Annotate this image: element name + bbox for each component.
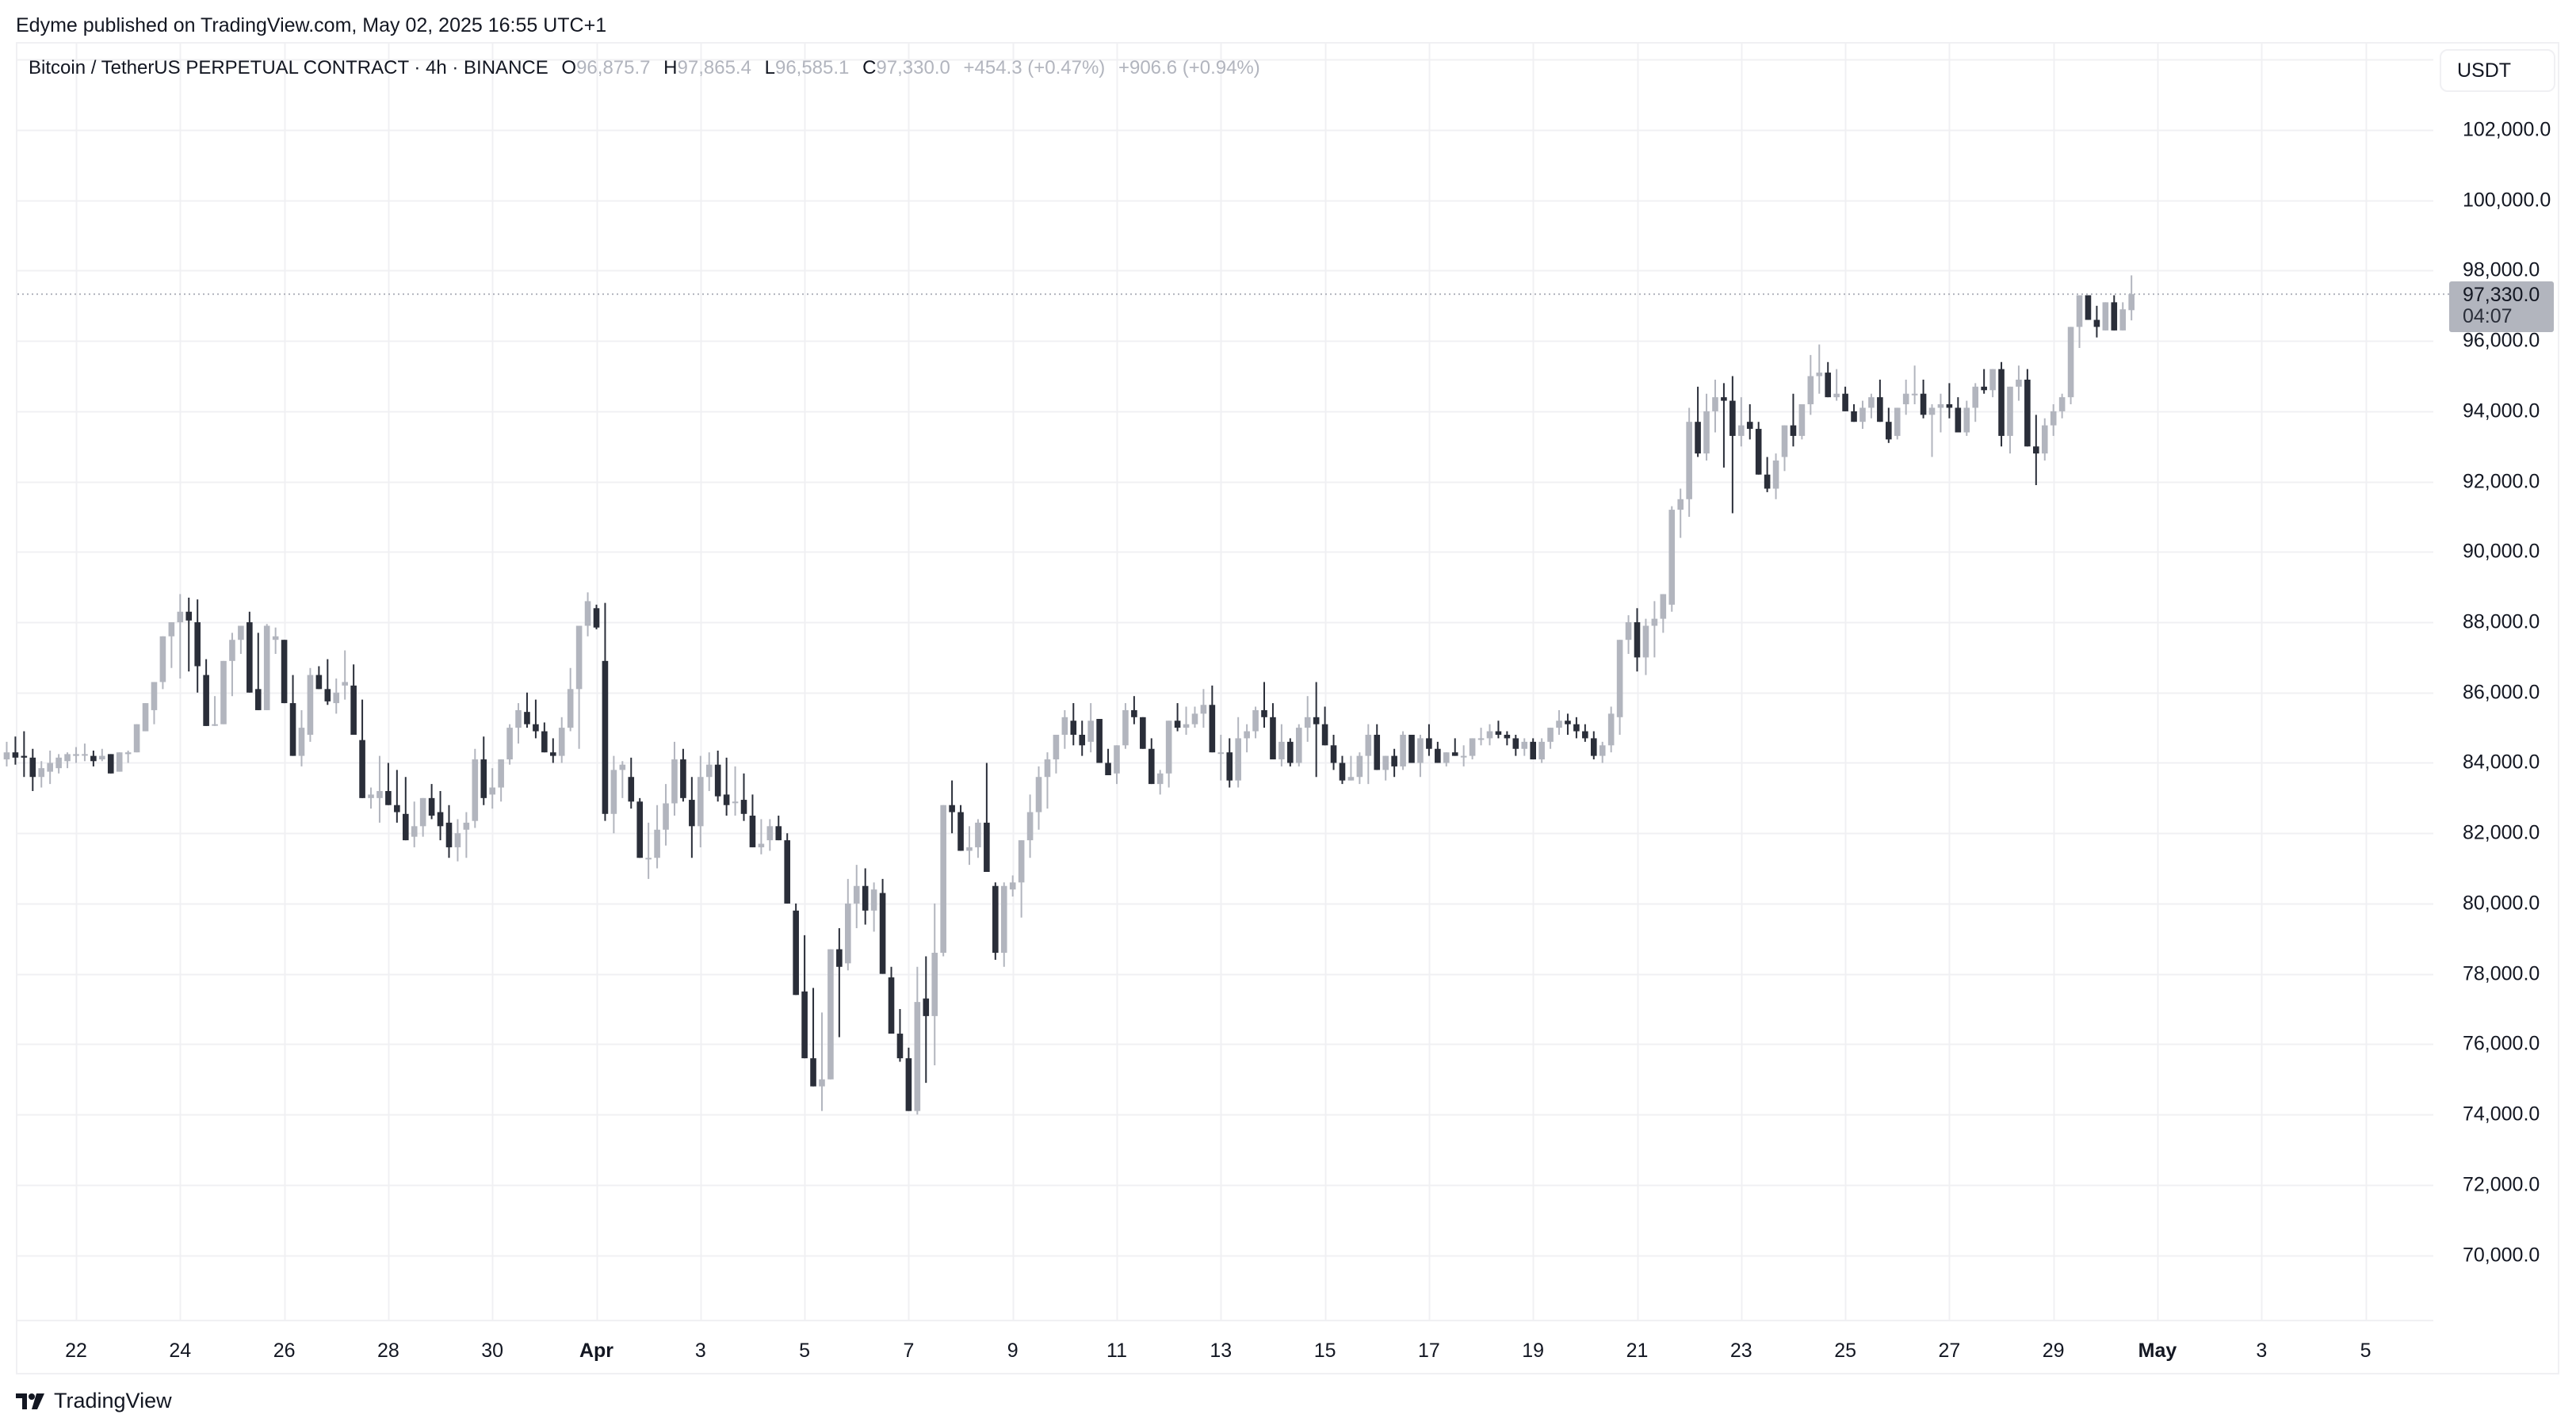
time-tick-label: 21 — [1626, 1340, 1649, 1362]
candles — [3, 275, 2135, 1115]
time-tick-label: 30 — [481, 1340, 504, 1362]
time-tick-label: 5 — [799, 1340, 811, 1362]
high-label: H — [663, 57, 678, 78]
close-label: C — [862, 57, 877, 78]
price-tick-label: 84,000.0 — [2463, 751, 2540, 774]
time-tick-label: 19 — [1522, 1340, 1545, 1362]
price-tick-label: 80,000.0 — [2463, 892, 2540, 915]
high-value: 97,865.4 — [677, 57, 751, 78]
time-tick-label: May — [2138, 1340, 2177, 1362]
published-info: Edyme published on TradingView.com, May … — [16, 14, 607, 36]
price-tick-label: 72,000.0 — [2463, 1173, 2540, 1196]
price-tick-label: 94,000.0 — [2463, 399, 2540, 422]
symbol-legend: Bitcoin / TetherUS PERPETUAL CONTRACT · … — [29, 57, 1260, 79]
price-tick-label: 70,000.0 — [2463, 1244, 2540, 1267]
price-tick-label: 90,000.0 — [2463, 540, 2540, 563]
symbol-title[interactable]: Bitcoin / TetherUS PERPETUAL CONTRACT · … — [29, 57, 548, 78]
time-tick-label: 7 — [903, 1340, 915, 1362]
change-value: +454.3 (+0.47%) — [963, 57, 1106, 78]
chart-frame — [16, 42, 2559, 1374]
price-tick-label: 78,000.0 — [2463, 962, 2540, 985]
bar-countdown: 04:07 — [2463, 305, 2513, 327]
time-tick-label: 5 — [2360, 1340, 2372, 1362]
price-tick-label: 96,000.0 — [2463, 329, 2540, 352]
time-tick-label: 25 — [1834, 1340, 1856, 1362]
price-tick-label: 76,000.0 — [2463, 1032, 2540, 1055]
tradingview-logo-icon — [16, 1393, 44, 1409]
time-tick-label: 22 — [65, 1340, 87, 1362]
price-tick-label: 92,000.0 — [2463, 470, 2540, 493]
tradingview-logo[interactable]: TradingView — [16, 1389, 172, 1413]
currency-selector[interactable]: USDT — [2440, 49, 2555, 92]
price-tick-label: 88,000.0 — [2463, 610, 2540, 633]
price-tick-label: 74,000.0 — [2463, 1103, 2540, 1126]
time-tick-label: 23 — [1729, 1340, 1752, 1362]
time-tick-label: 3 — [694, 1340, 706, 1362]
time-tick-label: 3 — [2256, 1340, 2268, 1362]
price-tick-label: 102,000.0 — [2463, 118, 2551, 141]
time-tick-label: 9 — [1007, 1340, 1019, 1362]
time-tick-label: 26 — [273, 1340, 296, 1362]
price-tick-label: 100,000.0 — [2463, 189, 2551, 212]
low-value: 96,585.1 — [774, 57, 850, 78]
time-tick-label: 11 — [1106, 1340, 1127, 1362]
price-tick-label: 82,000.0 — [2463, 821, 2540, 844]
time-tick-label: 24 — [169, 1340, 192, 1362]
price-tick-label: 86,000.0 — [2463, 681, 2540, 704]
change-value-2: +906.6 (+0.94%) — [1118, 57, 1260, 78]
open-value: 96,875.7 — [576, 57, 651, 78]
last-price-badge: 97,330.0 04:07 — [2449, 281, 2554, 332]
grid — [17, 44, 2433, 1321]
time-tick-label: 15 — [1313, 1340, 1336, 1362]
logo-text: TradingView — [54, 1389, 172, 1412]
time-tick-label: 29 — [2042, 1340, 2065, 1362]
time-tick-label: 27 — [1938, 1340, 1961, 1362]
time-tick-label: Apr — [579, 1340, 614, 1362]
open-label: O — [561, 57, 577, 78]
low-label: L — [764, 57, 775, 78]
last-price-value: 97,330.0 — [2463, 284, 2540, 306]
close-value: 97,330.0 — [876, 57, 950, 78]
price-tick-label: 98,000.0 — [2463, 258, 2540, 281]
time-tick-label: 28 — [376, 1340, 399, 1362]
time-tick-label: 17 — [1417, 1340, 1440, 1362]
time-tick-label: 13 — [1210, 1340, 1233, 1362]
